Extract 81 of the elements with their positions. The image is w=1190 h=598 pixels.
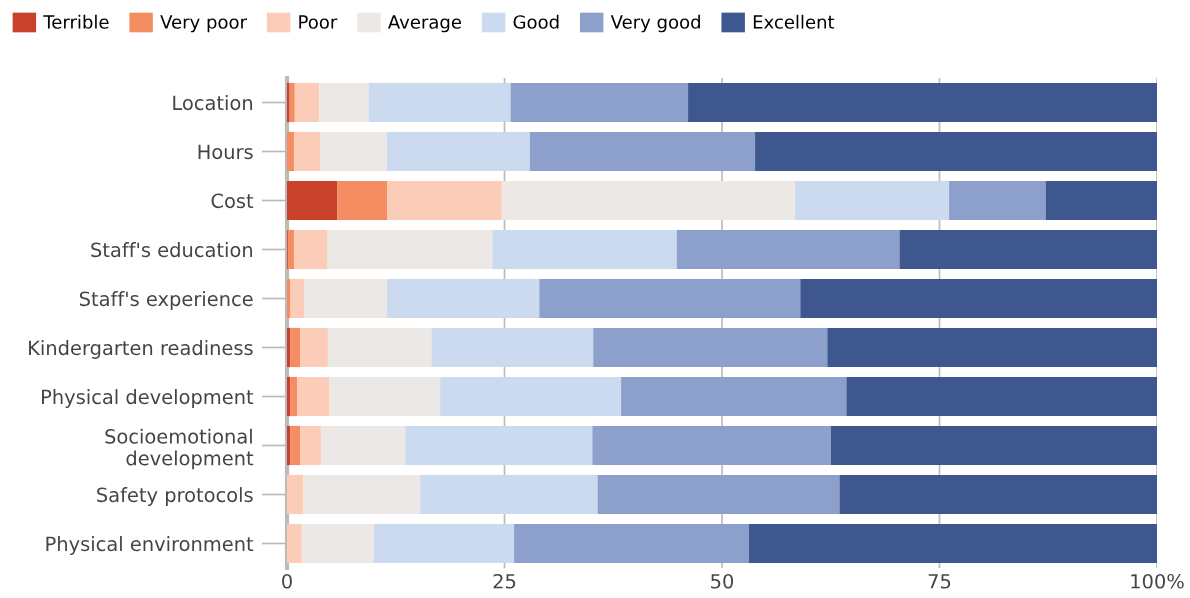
bar xyxy=(529,131,756,172)
y-tick-label: Kindergarten readiness xyxy=(29,340,253,359)
bar xyxy=(431,327,594,368)
bar xyxy=(501,180,796,221)
legend-label: Poor xyxy=(299,15,338,29)
y-tick-label: Cost xyxy=(211,193,254,209)
bar xyxy=(300,327,328,368)
bar xyxy=(320,131,388,172)
bar xyxy=(320,425,406,466)
bar xyxy=(830,425,1157,466)
bar xyxy=(287,474,304,515)
bar xyxy=(287,180,338,221)
bar xyxy=(300,425,321,466)
bar xyxy=(839,474,1157,515)
bar xyxy=(337,180,388,221)
bar xyxy=(621,376,847,417)
bar xyxy=(327,327,432,368)
bar xyxy=(755,131,1157,172)
bar xyxy=(303,474,421,515)
x-tick-label: 25 xyxy=(493,573,516,589)
y-tick-label: Physical environment xyxy=(46,536,254,555)
bar xyxy=(949,180,1046,221)
bar xyxy=(387,131,530,172)
bar xyxy=(676,229,900,270)
y-tick-label: Socioemotional development xyxy=(105,428,254,470)
legend-label: Excellent xyxy=(753,14,835,29)
bar xyxy=(294,82,320,123)
legend-label: Very poor xyxy=(160,15,247,33)
y-tick-label: Staff's education xyxy=(91,242,253,258)
bar xyxy=(440,376,622,417)
bar xyxy=(368,82,511,123)
bar xyxy=(290,376,298,417)
bar xyxy=(1045,180,1157,221)
bar xyxy=(539,278,801,319)
bar xyxy=(287,523,302,564)
x-tick-label: 75 xyxy=(928,574,951,589)
bar xyxy=(387,180,502,221)
bar xyxy=(290,327,301,368)
bar xyxy=(492,229,677,270)
legend-label: Good xyxy=(513,14,559,29)
bar xyxy=(688,82,1157,123)
bar xyxy=(846,376,1157,417)
y-tick-label: Hours xyxy=(198,144,253,160)
bar xyxy=(899,229,1157,270)
bar xyxy=(287,229,294,270)
bar xyxy=(297,376,330,417)
bar xyxy=(327,229,493,270)
bar xyxy=(319,82,369,123)
bar xyxy=(405,425,593,466)
bar xyxy=(290,278,305,319)
bar xyxy=(287,82,290,123)
legend-label: Terrible xyxy=(43,14,109,29)
y-tick-label: Staff's experience xyxy=(79,291,253,310)
bar xyxy=(374,523,515,564)
bar xyxy=(304,278,388,319)
bar xyxy=(748,523,1157,564)
bar xyxy=(387,278,540,319)
bar xyxy=(795,180,950,221)
bar xyxy=(597,474,840,515)
bar xyxy=(510,82,689,123)
bar xyxy=(289,82,295,123)
bar xyxy=(827,327,1157,368)
bar xyxy=(293,131,321,172)
bar xyxy=(290,425,301,466)
bar xyxy=(592,425,831,466)
bar xyxy=(420,474,598,515)
y-tick-label: Safety protocols xyxy=(97,487,253,506)
legend-label: Very good xyxy=(610,14,700,33)
bar xyxy=(287,131,294,172)
x-tick-label: 50 xyxy=(711,573,734,589)
y-tick-label: Physical development xyxy=(42,389,254,408)
y-tick-label: Location xyxy=(173,95,253,111)
bar xyxy=(293,229,328,270)
x-tick-label: 0 xyxy=(282,573,292,589)
bar xyxy=(514,523,749,564)
bar xyxy=(800,278,1157,319)
x-tick-label: 100% xyxy=(1131,573,1184,589)
bar xyxy=(301,523,374,564)
bar xyxy=(329,376,441,417)
legend-label: Average xyxy=(387,15,462,33)
bar xyxy=(593,327,828,368)
